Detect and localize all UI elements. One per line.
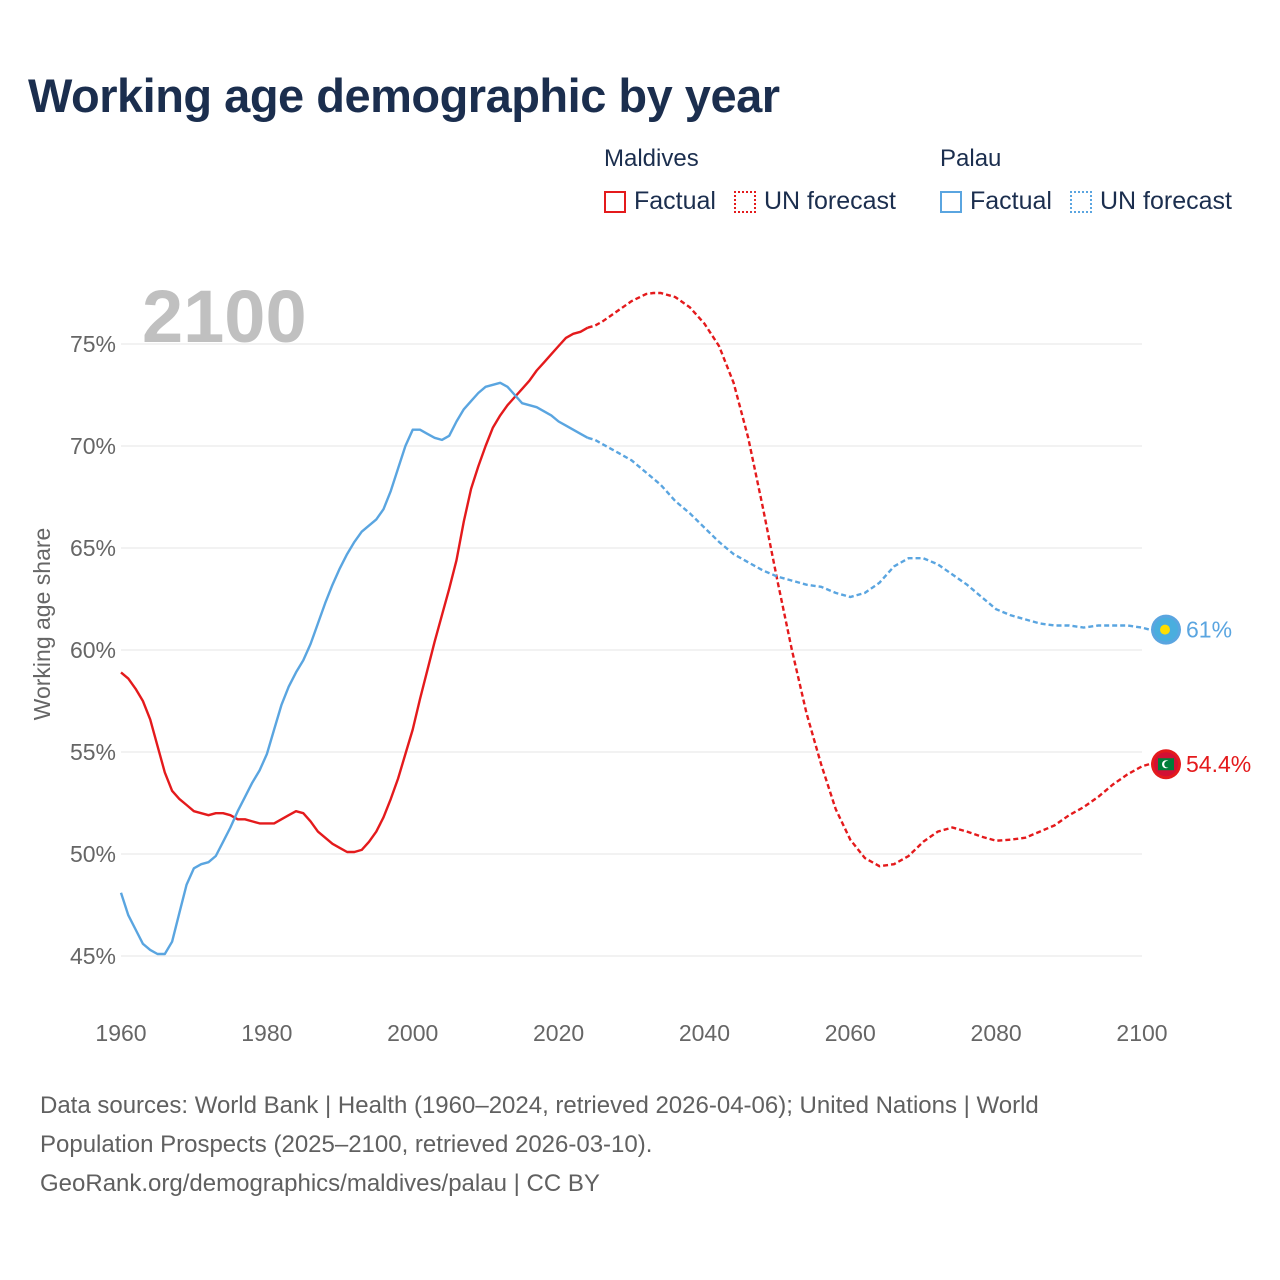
- solid-swatch-icon: [604, 190, 626, 213]
- y-tick-label: 45%: [70, 943, 116, 969]
- dotted-swatch-icon: [1069, 190, 1092, 213]
- y-axis-label: Working age share: [29, 528, 55, 721]
- legend-palau: Palau Factual UN forecast: [940, 145, 1250, 216]
- x-tick-label: 2080: [971, 1020, 1022, 1046]
- y-tick-label: 55%: [70, 739, 116, 765]
- legend-label: Factual: [634, 187, 716, 215]
- legend-item-maldives-forecast[interactable]: UN forecast: [733, 187, 896, 216]
- y-tick-label: 60%: [70, 637, 116, 663]
- x-tick-label: 2040: [679, 1020, 730, 1046]
- y-tick-label: 70%: [70, 433, 116, 459]
- source-line-2: Population Prospects (2025–2100, retriev…: [40, 1131, 653, 1158]
- line-chart: 2100 45% 50% 55% 60% 65% 70% 75% 1960 1980 2000 20…: [29, 275, 1251, 1046]
- source-link[interactable]: GeoRank.org/demographics/maldives/palau …: [40, 1170, 600, 1197]
- series-line-maldives-forecast[interactable]: [587, 291, 1150, 868]
- y-tick-label: 65%: [70, 535, 116, 561]
- maldives-flag-crescent-cut: [1164, 760, 1171, 768]
- data-source-note: Data sources: World Bank | Health (1960–…: [40, 1086, 1220, 1203]
- palau-flag-moon: [1160, 624, 1170, 635]
- x-tick-label: 2000: [387, 1020, 438, 1046]
- legend-item-palau-forecast[interactable]: UN forecast: [1069, 187, 1232, 216]
- series-line-palau-forecast[interactable]: [587, 436, 1150, 631]
- y-tick-label: 50%: [70, 841, 116, 867]
- x-tick-label: 1980: [241, 1020, 292, 1046]
- solid-swatch-icon: [940, 190, 962, 213]
- year-watermark: 2100: [142, 275, 307, 358]
- legend-item-palau-factual[interactable]: Factual: [940, 187, 1052, 216]
- legend-label: UN forecast: [1099, 187, 1232, 215]
- series-line-maldives-factual[interactable]: [120, 326, 589, 854]
- x-tick-label: 2100: [1116, 1020, 1167, 1046]
- x-tick-label: 2060: [825, 1020, 876, 1046]
- x-tick-label: 1960: [95, 1020, 146, 1046]
- legend-group-name: Maldives: [604, 145, 699, 172]
- end-value-label-maldives: 54.4%: [1186, 751, 1251, 777]
- dotted-swatch-icon: [733, 190, 756, 213]
- x-tick-label: 2020: [533, 1020, 584, 1046]
- end-value-label-palau: 61%: [1186, 617, 1232, 643]
- legend-item-maldives-factual[interactable]: Factual: [604, 187, 716, 216]
- source-line-1: Data sources: World Bank | Health (1960–…: [40, 1092, 1039, 1119]
- y-tick-label: 75%: [70, 331, 116, 357]
- chart-title: Working age demographic by year: [28, 69, 780, 122]
- legend-group-name: Palau: [940, 145, 1002, 172]
- series-line-palau-factual[interactable]: [119, 381, 589, 956]
- legend-maldives: Maldives Factual UN forecast: [604, 145, 914, 216]
- legend-label: UN forecast: [763, 187, 896, 215]
- legend-label: Factual: [970, 187, 1052, 215]
